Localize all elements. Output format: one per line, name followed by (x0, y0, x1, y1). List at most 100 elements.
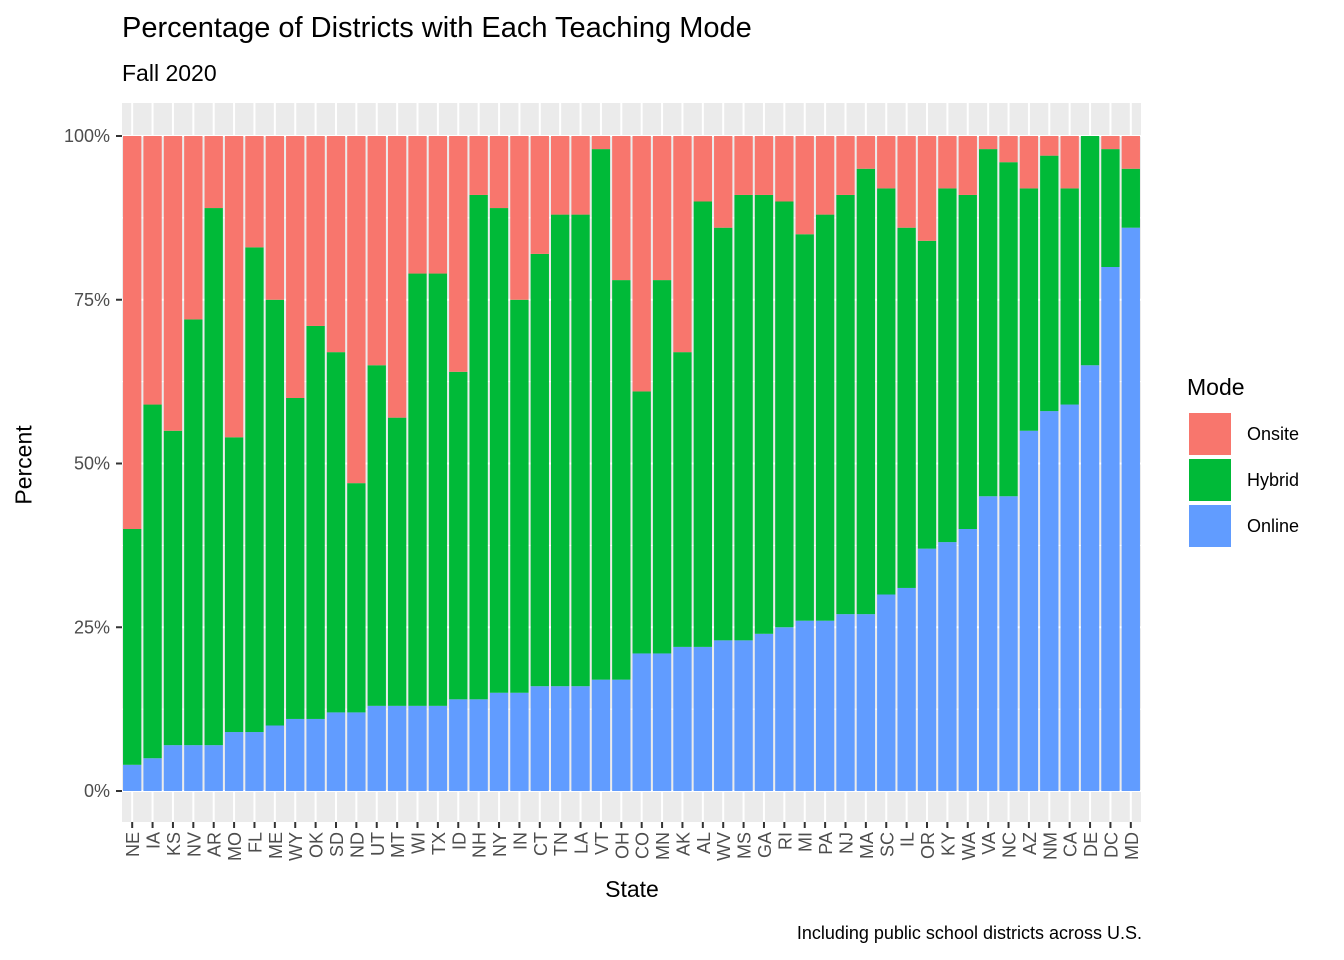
x-tick-label-ms: MS (735, 832, 755, 859)
bar-online-mt (387, 705, 407, 791)
bar-online-ca (1060, 404, 1079, 791)
bar-online-dc (1101, 267, 1120, 791)
bar-online-ar (204, 745, 223, 791)
bar-hybrid-ct (530, 253, 549, 687)
x-tick-label-la: LA (572, 832, 592, 854)
bar-hybrid-co (632, 391, 651, 654)
bar-onsite-ne (123, 136, 142, 529)
bar-hybrid-id (449, 371, 468, 700)
x-tick-label-ky: KY (938, 832, 958, 856)
bar-onsite-ny (489, 136, 509, 209)
bar-hybrid-mt (387, 417, 407, 706)
bar-hybrid-ms (734, 194, 753, 641)
bar-online-me (265, 725, 285, 791)
bar-online-nh (469, 699, 488, 791)
bar-onsite-in (510, 136, 529, 300)
x-tick-label-ar: AR (205, 832, 225, 857)
x-tick-label-il: IL (898, 832, 918, 847)
bar-onsite-nj (836, 136, 855, 195)
bar-hybrid-tn (550, 214, 570, 687)
x-tick-label-wa: WA (959, 832, 979, 860)
legend-label-online: Online (1247, 515, 1300, 536)
bar-online-sd (326, 712, 346, 791)
x-tick-label-al: AL (694, 832, 714, 854)
x-tick-label-ga: GA (755, 832, 775, 858)
bar-online-nj (836, 614, 855, 791)
x-tick-label-md: MD (1122, 832, 1142, 860)
bar-onsite-sd (326, 136, 346, 353)
bar-online-ny (489, 692, 509, 791)
bar-hybrid-ga (754, 194, 774, 634)
bar-hybrid-ne (123, 529, 142, 765)
bar-online-wy (286, 718, 305, 791)
bar-onsite-mn (652, 136, 672, 281)
x-tick-label-nc: NC (1000, 832, 1020, 858)
bar-online-nd (347, 712, 366, 791)
bar-hybrid-wv (714, 227, 733, 641)
legend: Mode Onsite Hybrid Online (1187, 374, 1299, 549)
bar-hybrid-me (265, 299, 285, 726)
legend-key-online (1187, 503, 1233, 549)
bar-hybrid-mn (652, 280, 672, 654)
legend-item-onsite: Onsite (1187, 411, 1299, 457)
bar-onsite-mt (387, 136, 407, 418)
bar-online-ma (856, 614, 876, 791)
bar-online-ms (734, 640, 753, 791)
x-tick-label-ks: KS (164, 832, 184, 856)
bar-online-ia (143, 758, 162, 791)
legend-key-onsite (1187, 411, 1233, 457)
y-axis-label: Percent (10, 425, 37, 505)
x-tick-label-mn: MN (653, 832, 673, 860)
bar-hybrid-nd (347, 483, 366, 713)
bar-onsite-az (1019, 136, 1039, 189)
y-tick-label: 25% (74, 617, 110, 637)
x-tick-label-fl: FL (245, 832, 265, 853)
bar-onsite-nv (184, 136, 203, 320)
x-tick-label-sc: SC (877, 832, 897, 857)
bar-hybrid-la (571, 214, 590, 687)
bar-hybrid-dc (1101, 149, 1120, 267)
bar-onsite-tn (550, 136, 570, 215)
bar-online-ct (530, 686, 549, 791)
bar-hybrid-nv (184, 319, 203, 746)
bar-onsite-al (693, 136, 713, 202)
bar-hybrid-pa (815, 214, 835, 621)
bar-hybrid-ma (856, 168, 876, 615)
bar-hybrid-il (897, 227, 916, 588)
x-tick-label-wi: WI (409, 832, 429, 854)
bar-onsite-me (265, 136, 285, 300)
bar-onsite-ar (204, 136, 223, 209)
x-tick-label-tx: TX (429, 832, 449, 855)
bar-onsite-or (917, 136, 937, 241)
bar-hybrid-ks (163, 430, 183, 746)
bar-hybrid-ok (306, 325, 325, 719)
bar-hybrid-ny (489, 208, 509, 693)
bar-hybrid-mi (795, 234, 814, 621)
bar-online-mn (652, 653, 672, 791)
bar-onsite-ks (163, 136, 183, 431)
bar-online-co (632, 653, 651, 791)
bar-online-oh (612, 679, 631, 791)
bar-hybrid-wy (286, 398, 305, 719)
y-tick-label: 75% (74, 290, 110, 310)
bar-online-pa (815, 620, 835, 791)
bar-onsite-ia (143, 136, 162, 405)
bar-hybrid-nh (469, 194, 488, 700)
bar-online-ok (306, 718, 325, 791)
bar-online-az (1019, 430, 1039, 791)
x-tick-label-sd: SD (327, 832, 347, 857)
bar-online-or (917, 548, 937, 791)
bar-hybrid-mo (224, 437, 244, 733)
bar-hybrid-ri (775, 201, 794, 628)
bar-onsite-wa (958, 136, 977, 195)
bar-hybrid-tx (428, 273, 448, 706)
bar-hybrid-or (917, 240, 937, 549)
x-tick-label-mi: MI (796, 832, 816, 852)
bar-online-in (510, 692, 529, 791)
bar-onsite-co (632, 136, 651, 392)
legend-label-onsite: Onsite (1247, 423, 1300, 444)
bar-hybrid-ia (143, 404, 162, 759)
x-tick-label-ri: RI (775, 832, 795, 850)
x-tick-label-mt: MT (388, 832, 408, 858)
bar-onsite-tx (428, 136, 448, 274)
